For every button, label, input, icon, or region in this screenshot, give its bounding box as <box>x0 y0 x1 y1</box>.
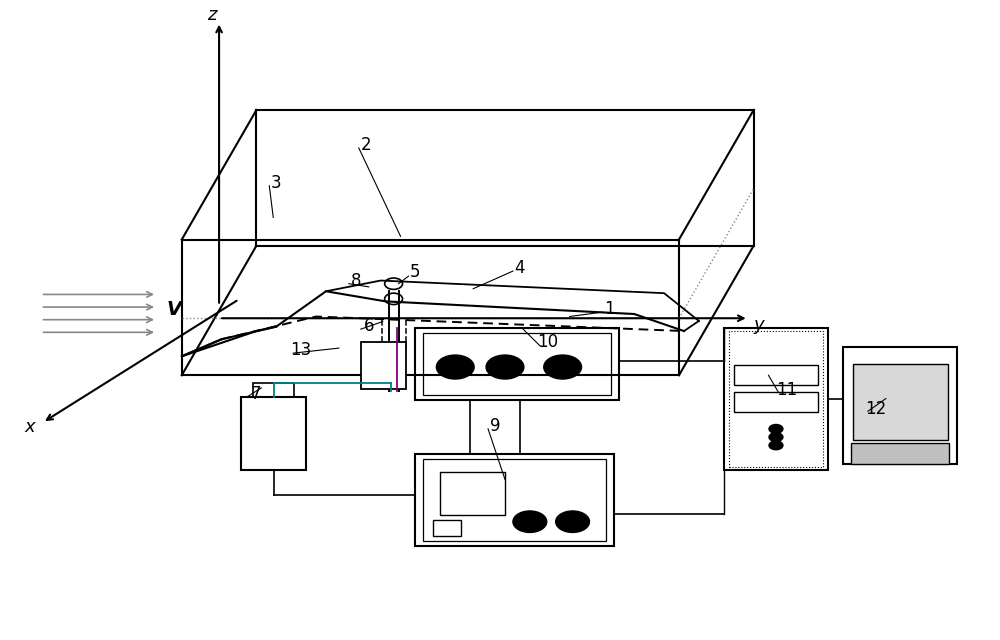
Text: y: y <box>754 316 764 333</box>
Bar <box>734 392 818 412</box>
Bar <box>729 331 823 467</box>
Text: 13: 13 <box>290 341 312 359</box>
Circle shape <box>544 355 582 379</box>
Bar <box>415 454 614 546</box>
Text: 9: 9 <box>490 417 500 435</box>
Circle shape <box>556 511 590 532</box>
Bar <box>423 459 606 541</box>
Circle shape <box>769 424 783 433</box>
Text: V: V <box>167 300 182 319</box>
Bar <box>853 364 948 440</box>
Bar <box>734 365 818 385</box>
Text: 4: 4 <box>515 259 525 277</box>
Text: z: z <box>207 6 217 24</box>
Text: 8: 8 <box>351 271 361 289</box>
Text: 2: 2 <box>360 136 371 154</box>
Circle shape <box>769 433 783 442</box>
Text: 7: 7 <box>251 385 262 403</box>
Bar <box>851 443 949 463</box>
Circle shape <box>486 355 524 379</box>
Text: 11: 11 <box>776 381 797 399</box>
Circle shape <box>769 441 783 450</box>
Bar <box>843 347 957 463</box>
Text: 12: 12 <box>865 400 887 418</box>
Bar <box>433 520 461 536</box>
Text: 1: 1 <box>604 300 615 318</box>
Circle shape <box>436 355 474 379</box>
Text: 6: 6 <box>363 317 374 335</box>
Bar <box>423 333 611 396</box>
Bar <box>253 383 294 397</box>
Bar <box>361 342 406 389</box>
Bar <box>415 328 619 401</box>
Text: 10: 10 <box>537 333 558 351</box>
Bar <box>241 397 306 470</box>
Text: x: x <box>25 418 35 436</box>
Text: 5: 5 <box>410 263 421 282</box>
Bar <box>724 328 828 470</box>
Circle shape <box>513 511 547 532</box>
Text: 3: 3 <box>271 173 282 192</box>
Bar <box>440 472 505 515</box>
